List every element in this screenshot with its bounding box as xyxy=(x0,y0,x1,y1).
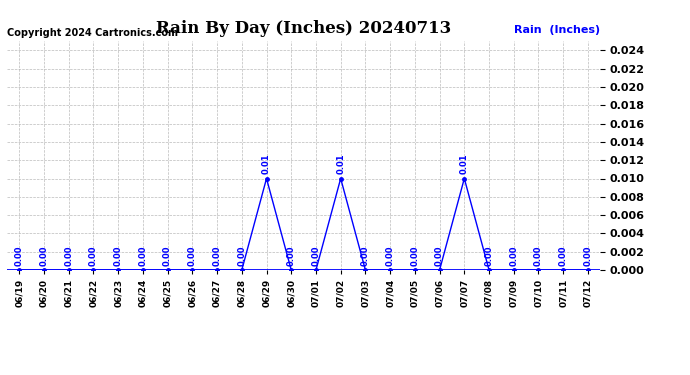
Text: 0.01: 0.01 xyxy=(262,154,271,174)
Text: 0.01: 0.01 xyxy=(336,154,345,174)
Text: 0.00: 0.00 xyxy=(39,245,48,266)
Text: Copyright 2024 Cartronics.com: Copyright 2024 Cartronics.com xyxy=(7,28,178,38)
Text: 0.00: 0.00 xyxy=(114,245,123,266)
Text: 0.00: 0.00 xyxy=(311,245,320,266)
Text: 0.00: 0.00 xyxy=(435,245,444,266)
Text: 0.00: 0.00 xyxy=(163,245,172,266)
Text: 0.00: 0.00 xyxy=(484,245,493,266)
Text: 0.00: 0.00 xyxy=(584,245,593,266)
Text: 0.00: 0.00 xyxy=(64,245,73,266)
Text: 0.00: 0.00 xyxy=(89,245,98,266)
Text: 0.00: 0.00 xyxy=(534,245,543,266)
Text: 0.00: 0.00 xyxy=(509,245,518,266)
Text: 0.00: 0.00 xyxy=(287,245,296,266)
Text: 0.00: 0.00 xyxy=(386,245,395,266)
Text: 0.00: 0.00 xyxy=(213,245,221,266)
Text: 0.00: 0.00 xyxy=(361,245,370,266)
Text: 0.00: 0.00 xyxy=(559,245,568,266)
Text: 0.00: 0.00 xyxy=(237,245,246,266)
Text: 0.00: 0.00 xyxy=(411,245,420,266)
Text: 0.01: 0.01 xyxy=(460,154,469,174)
Text: Rain  (Inches): Rain (Inches) xyxy=(514,25,600,35)
Text: 0.00: 0.00 xyxy=(139,245,148,266)
Text: 0.00: 0.00 xyxy=(188,245,197,266)
Title: Rain By Day (Inches) 20240713: Rain By Day (Inches) 20240713 xyxy=(156,20,451,37)
Text: 0.00: 0.00 xyxy=(14,245,23,266)
